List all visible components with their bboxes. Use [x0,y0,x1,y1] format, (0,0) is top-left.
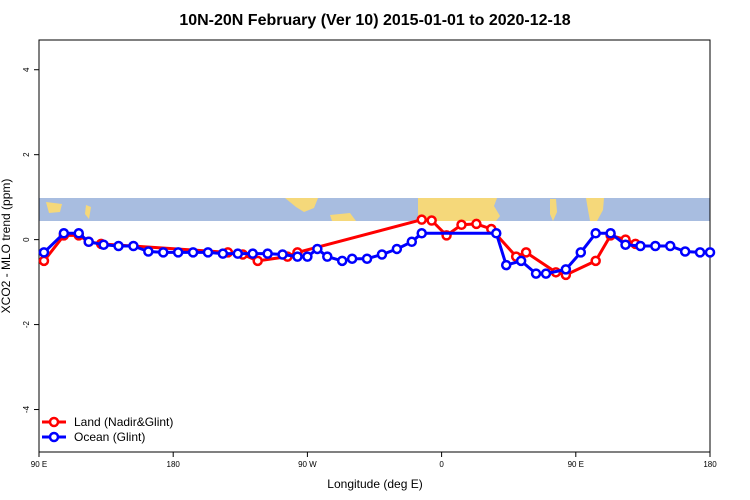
series-ocean-point [346,253,358,264]
series-ocean-point [143,246,154,257]
series-land-point [520,247,532,258]
y-tick-label: 0 [22,237,31,242]
series-ocean-point [679,246,691,257]
series-ocean-point [694,247,706,258]
x-tick-label: 0 [439,460,444,469]
y-axis: -4 -2 0 2 4 [22,67,39,413]
series-ocean-point [376,249,388,260]
series-ocean-point [98,239,109,250]
series-ocean-point [262,248,273,259]
series-ocean-point [247,248,258,259]
series-ocean-point [312,243,323,255]
y-tick-label: 4 [22,67,31,72]
x-tick-label: 180 [703,460,717,469]
series-ocean-point [172,247,184,258]
series-ocean-point [113,240,124,252]
legend: Land (Nadir&Glint) Ocean (Glint) [42,415,173,444]
series-land-point [590,255,601,267]
series-ocean-point [590,228,601,239]
series-ocean-point [58,228,70,239]
series-ocean-point [575,247,587,258]
map-land-india [550,199,557,221]
map-land-indochina [586,198,604,221]
series-ocean-point [336,255,348,267]
series-ocean-point [277,249,288,260]
series-land-point [426,215,437,226]
series-ocean-point [83,236,94,248]
x-tick-label: 180 [167,460,181,469]
series-ocean-point [704,247,716,258]
series-ocean-point [500,259,512,271]
series-ocean-point [217,248,229,259]
series-ocean-point [515,255,527,267]
series-ocean-point [491,228,502,239]
x-tick-label: 90 E [568,460,584,469]
x-tick-label: 90 E [31,460,47,469]
series-layer [38,214,716,281]
series-ocean-point [605,228,616,239]
y-tick-label: -2 [22,320,31,328]
legend-ocean-marker [48,431,60,443]
series-ocean-point [664,240,676,252]
series-land-point [252,255,263,267]
x-axis-label: Longitude (deg E) [327,477,422,491]
series-ocean-point [361,253,373,264]
series-ocean-point [38,247,50,258]
legend-land-label: Land (Nadir&Glint) [74,415,173,429]
series-ocean-point [158,247,169,258]
series-ocean-point [232,248,244,259]
background-map [39,198,710,221]
map-land-west-pacific [46,202,62,213]
series-ocean-point [202,247,214,258]
series-ocean-point [322,251,333,262]
legend-ocean-label: Ocean (Glint) [74,430,145,444]
series-ocean-point [530,268,542,279]
x-tick-label: 90 W [298,460,317,469]
series-ocean-point [391,243,403,255]
series-ocean-point [73,228,85,239]
series-ocean-point [128,240,139,252]
series-land-point [38,255,50,267]
map-land-central-america [285,198,318,212]
series-ocean-point [540,268,552,279]
chart-title: 10N-20N February (Ver 10) 2015-01-01 to … [179,12,570,29]
series-ocean-point [406,236,418,248]
map-land-africa [418,198,500,221]
series-ocean-point [560,264,572,275]
series-ocean-point [302,251,313,262]
series-land-point [471,218,482,230]
plot-frame [38,39,711,453]
y-axis-label: XCO2 - MLO trend (ppm) [0,179,13,314]
y-tick-label: 2 [22,152,31,157]
map-land-venezuela [330,213,356,221]
series-ocean-point [620,239,631,250]
x-axis: 90 E 180 90 W 0 90 E 180 [31,452,717,469]
series-ocean-point [650,240,661,252]
y-tick-label: -4 [22,405,31,413]
series-ocean-point [635,240,646,252]
map-land-philippines [85,205,91,219]
series-ocean-point [292,251,303,262]
series-land-point [456,219,467,231]
series-ocean-point [187,247,199,258]
map-ocean [39,198,710,221]
legend-land-marker [48,416,60,428]
series-land-point [416,214,427,225]
series-ocean-point [416,228,427,239]
